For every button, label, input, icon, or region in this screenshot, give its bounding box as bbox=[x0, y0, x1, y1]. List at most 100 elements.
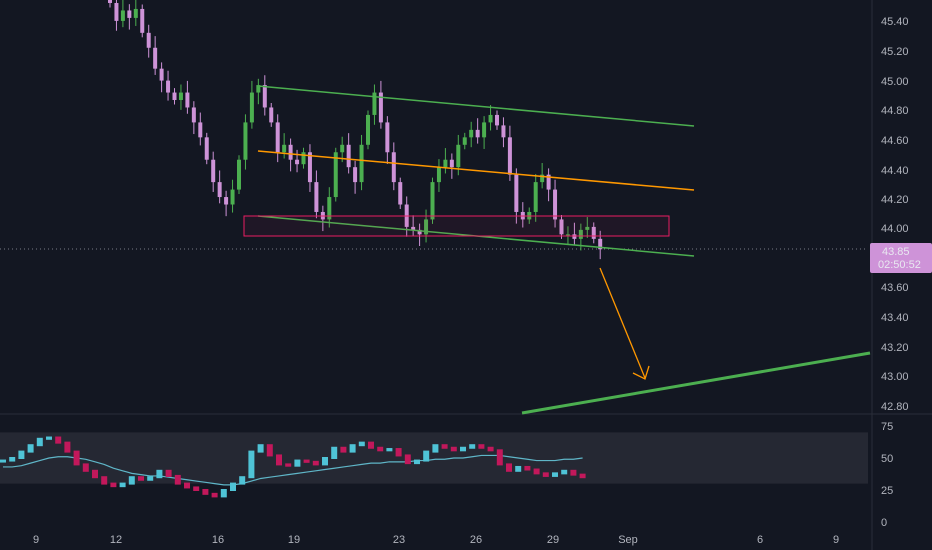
oscillator-bar bbox=[193, 486, 200, 491]
time-axis[interactable]: 9 12 16 19 23 26 29 Sep 6 9 bbox=[33, 534, 839, 546]
candle-body bbox=[211, 159, 216, 183]
candle-body bbox=[430, 182, 435, 220]
oscillator-bar bbox=[533, 468, 540, 475]
oscillator-bar bbox=[322, 457, 328, 466]
oscillator-bar bbox=[248, 450, 255, 479]
candle-body bbox=[514, 174, 519, 212]
oscillator-bar bbox=[92, 469, 98, 479]
candle-body bbox=[475, 129, 480, 138]
candle-body bbox=[385, 122, 390, 153]
candle-body bbox=[114, 2, 119, 21]
price-tick-label: 45.40 bbox=[881, 16, 909, 28]
trendline-drawings[interactable] bbox=[243, 85, 871, 415]
oscillator-bar bbox=[276, 454, 282, 466]
candle-body bbox=[346, 144, 351, 168]
oscillator-bar bbox=[542, 472, 549, 477]
support-zone bbox=[243, 215, 670, 237]
candle-body bbox=[185, 92, 190, 108]
oscillator-bar bbox=[478, 444, 485, 449]
oscillator-bar bbox=[101, 476, 108, 485]
candle-body bbox=[275, 122, 280, 153]
oscillator-bar bbox=[460, 446, 466, 452]
oscillator-bar bbox=[27, 444, 34, 453]
candle-body bbox=[120, 10, 125, 21]
oscillator-bar bbox=[294, 459, 301, 467]
candle-body bbox=[366, 114, 370, 145]
candle-body bbox=[243, 122, 248, 160]
candle-body bbox=[314, 182, 319, 212]
oscillator-bar bbox=[377, 446, 384, 452]
oscillator-bar bbox=[487, 446, 494, 452]
oscillator-bar bbox=[266, 444, 273, 457]
candle-body bbox=[217, 182, 222, 198]
oscillator-bar bbox=[395, 448, 402, 457]
candle-body bbox=[462, 137, 467, 145]
candle-body bbox=[501, 125, 506, 138]
oscillator-bar bbox=[202, 489, 209, 495]
oscillator-bar bbox=[358, 441, 365, 447]
oscillator-bar bbox=[561, 469, 568, 475]
candle-body bbox=[553, 189, 558, 220]
oscillator-bar bbox=[414, 459, 420, 465]
oscillator-pane[interactable] bbox=[0, 432, 868, 498]
long-term-trendline bbox=[521, 351, 871, 415]
oscillator-bar bbox=[312, 460, 319, 466]
oscillator-bar bbox=[257, 444, 264, 453]
price-tick-label: 42.80 bbox=[881, 401, 909, 413]
candle-body bbox=[540, 174, 545, 183]
candle-body bbox=[288, 144, 293, 160]
candle-body bbox=[507, 137, 512, 175]
oscillator-bar bbox=[174, 474, 181, 485]
oscillator-bar bbox=[9, 457, 16, 462]
time-tick-label: 16 bbox=[212, 534, 224, 546]
candle-body bbox=[198, 122, 203, 138]
candle-body bbox=[585, 226, 590, 230]
price-tick-label: 43.00 bbox=[881, 371, 909, 383]
candle-body bbox=[249, 92, 254, 123]
time-tick-label: 29 bbox=[547, 534, 559, 546]
price-axis[interactable]: 45.40 45.20 45.00 44.80 44.60 44.40 44.20 44.00… bbox=[881, 16, 909, 413]
candle-body bbox=[282, 144, 287, 153]
oscillator-bar bbox=[432, 444, 439, 453]
candle-body bbox=[359, 144, 364, 183]
candle-body bbox=[237, 159, 241, 190]
oscillator-bar bbox=[331, 446, 338, 459]
candle-body bbox=[469, 129, 474, 138]
oscillator-bar bbox=[404, 454, 411, 465]
candle-body bbox=[572, 234, 577, 239]
price-tick-label: 45.20 bbox=[881, 46, 909, 58]
candle-body bbox=[133, 8, 138, 18]
last-price-value: 43.85 bbox=[882, 246, 910, 258]
candle-body bbox=[256, 85, 261, 93]
oscillator-bar bbox=[552, 472, 558, 477]
price-tick-label: 44.40 bbox=[881, 165, 909, 177]
oscillator-bar bbox=[570, 469, 577, 476]
oscillator-bar bbox=[55, 436, 62, 444]
oscillator-axis[interactable]: 75 50 25 0 bbox=[881, 421, 893, 529]
oscillator-bar bbox=[496, 449, 503, 466]
oscillator-bar bbox=[211, 492, 218, 498]
oscillator-bar bbox=[184, 482, 190, 489]
candle-body bbox=[140, 8, 145, 33]
price-tick-label: 43.40 bbox=[881, 312, 909, 324]
candle-body bbox=[565, 234, 570, 236]
oscillator-bar bbox=[239, 476, 246, 485]
candle-body bbox=[301, 152, 306, 165]
candle-body bbox=[591, 226, 596, 239]
candle-body bbox=[159, 68, 164, 81]
candle-body bbox=[578, 229, 583, 239]
candle-body bbox=[172, 92, 177, 101]
candle-body bbox=[178, 92, 183, 101]
time-tick-label: 23 bbox=[393, 534, 405, 546]
oscillator-bar bbox=[220, 489, 227, 498]
oscillator-bar bbox=[165, 469, 172, 477]
candle-body bbox=[333, 152, 338, 198]
channel-upper-line bbox=[257, 85, 695, 127]
oscillator-bar bbox=[0, 459, 6, 463]
oscillator-bar bbox=[515, 465, 522, 472]
last-price-label: 43.85 02:50:52 bbox=[870, 243, 932, 273]
candle-body bbox=[424, 219, 429, 235]
candle-body bbox=[340, 144, 345, 153]
